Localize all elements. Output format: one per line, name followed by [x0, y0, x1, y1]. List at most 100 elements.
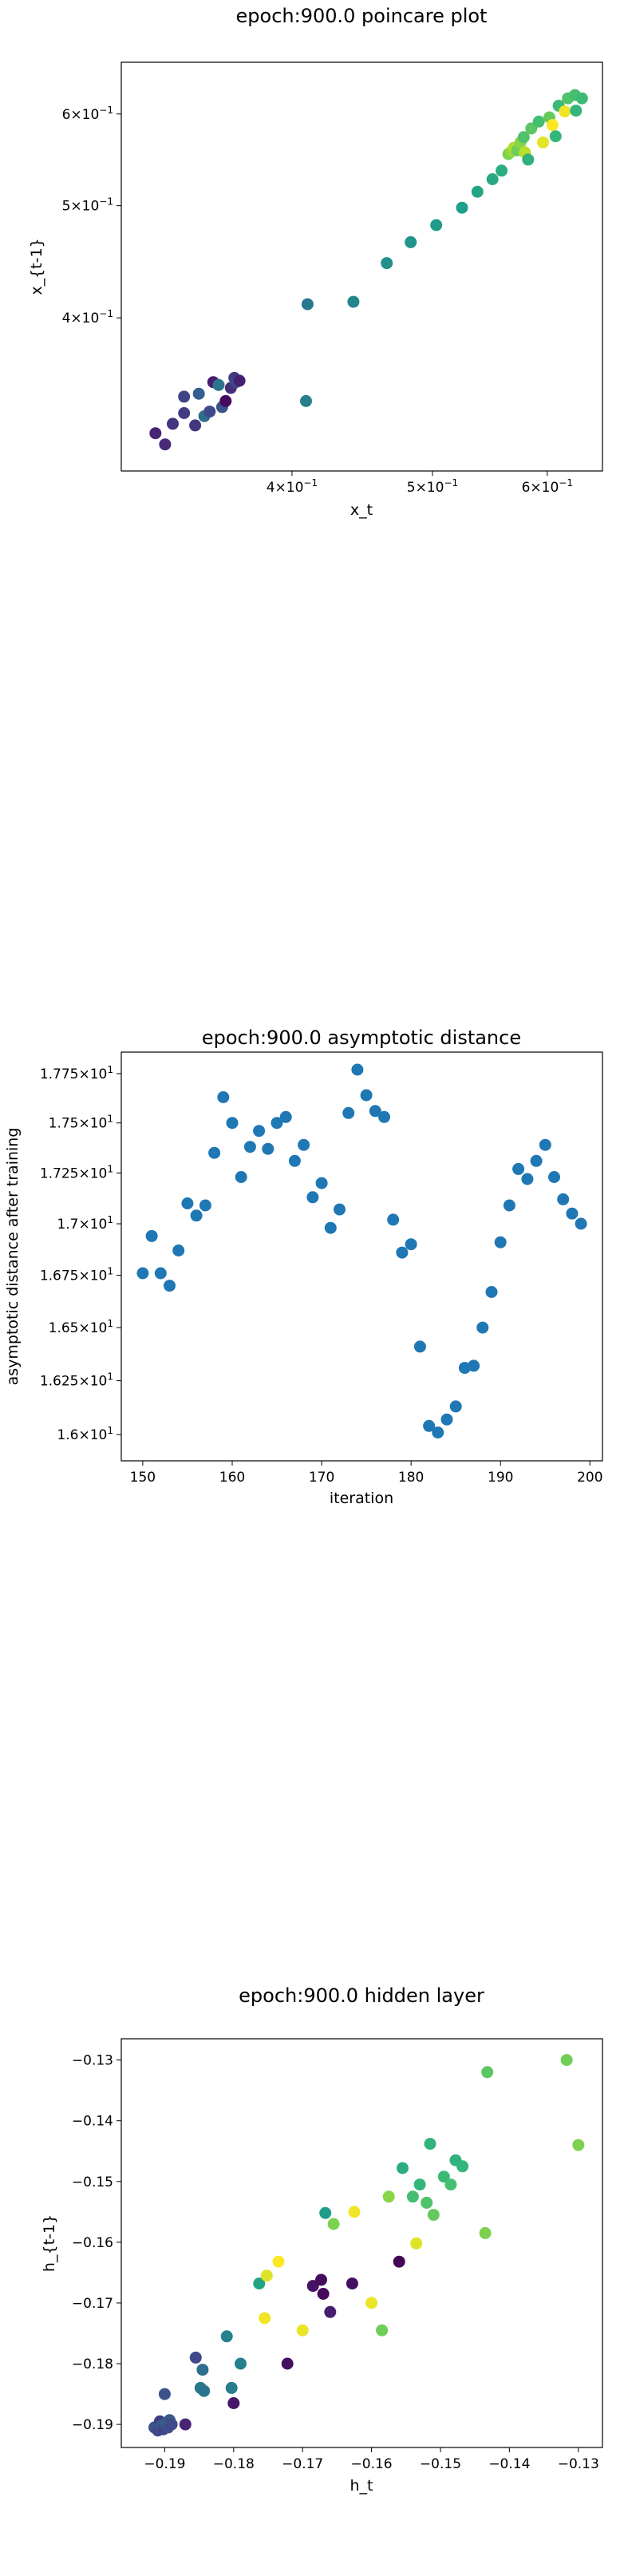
data-point — [192, 387, 205, 400]
data-point — [219, 394, 232, 407]
y-tick-label: 1.75×101 — [49, 1114, 113, 1132]
y-tick-label: −0.17 — [72, 2296, 113, 2312]
data-point — [181, 1197, 194, 1209]
data-point — [253, 1125, 266, 1138]
y-tick-label: 1.675×101 — [40, 1266, 113, 1284]
poincare-plot-svg: epoch:900.0 poincare plot x_t x_{t-1} 4×… — [28, 5, 603, 519]
data-point — [220, 2330, 233, 2343]
y-tick-label: 1.65×101 — [49, 1318, 113, 1336]
data-point — [203, 406, 216, 418]
data-point — [315, 1177, 328, 1189]
data-point — [315, 2273, 327, 2286]
data-point — [572, 2139, 585, 2151]
data-point — [351, 1063, 364, 1076]
plot-frame — [120, 2038, 603, 2448]
data-point — [413, 1340, 426, 1353]
y-tick-label: −0.18 — [72, 2356, 113, 2372]
chart-title: epoch:900.0 asymptotic distance — [202, 1027, 521, 1049]
data-point — [410, 2237, 423, 2250]
data-point — [427, 2209, 440, 2222]
data-point — [575, 92, 588, 105]
data-point — [271, 1117, 283, 1130]
y-tick-label: 6×10−1 — [62, 105, 113, 123]
data-point — [430, 219, 443, 231]
data-point — [456, 2160, 469, 2173]
data-point — [539, 1138, 551, 1151]
data-point — [424, 2138, 436, 2151]
data-point — [486, 173, 499, 185]
x-tick-label: −0.13 — [558, 2456, 599, 2472]
x-tick-label: 5×10−1 — [407, 477, 458, 496]
data-point — [334, 1203, 346, 1216]
data-point — [396, 1246, 409, 1259]
data-point — [272, 2255, 285, 2268]
x-tick-label: 180 — [398, 1470, 424, 1486]
y-tick-label: −0.15 — [72, 2174, 113, 2190]
data-point — [253, 2277, 266, 2290]
data-point — [479, 2226, 492, 2239]
data-point — [324, 1221, 337, 1234]
hidden-layer-svg: epoch:900.0 hidden layer h_t h_{t-1} −0.… — [41, 1984, 603, 2495]
data-point — [546, 119, 559, 132]
data-point — [570, 105, 583, 117]
data-point — [397, 2162, 409, 2174]
data-point — [298, 1138, 310, 1151]
x-tick-label: 200 — [577, 1470, 602, 1486]
asymptotic-distance-chart: epoch:900.0 asymptotic distance iteratio… — [0, 1014, 628, 1525]
data-point — [196, 2364, 209, 2376]
data-point — [262, 1142, 275, 1155]
data-point — [559, 105, 571, 118]
data-point — [444, 2178, 457, 2191]
data-point — [189, 419, 202, 432]
data-point — [440, 1413, 453, 1426]
y-tick-label: −0.16 — [72, 2235, 113, 2251]
data-point — [212, 378, 225, 391]
y-tick-label: −0.14 — [72, 2114, 113, 2130]
data-point — [235, 1171, 247, 1183]
data-point — [149, 427, 162, 440]
y-tick-label: 1.725×101 — [40, 1163, 113, 1181]
data-point — [458, 1362, 471, 1375]
data-point — [189, 2351, 202, 2364]
data-point — [432, 1426, 444, 1438]
y-tick-label: 1.7×101 — [57, 1214, 113, 1233]
data-point — [548, 1171, 560, 1183]
data-point — [481, 2066, 494, 2079]
y-axis-label: h_{t-1} — [41, 2214, 58, 2272]
data-point — [178, 390, 191, 403]
data-point — [365, 2297, 378, 2309]
y-tick-label: −0.13 — [72, 2053, 113, 2069]
data-point — [233, 374, 246, 387]
x-tick-label: −0.18 — [213, 2456, 255, 2472]
y-tick-label: −0.19 — [72, 2417, 113, 2433]
data-point — [393, 2255, 405, 2268]
data-point — [319, 2206, 332, 2219]
data-point — [306, 1191, 319, 1204]
hidden-layer-chart: epoch:900.0 hidden layer h_t h_{t-1} −0.… — [0, 1956, 628, 2573]
data-point — [158, 2388, 171, 2400]
data-point — [381, 257, 393, 270]
data-point — [521, 1173, 534, 1185]
plot-frame — [120, 1051, 603, 1462]
data-point — [503, 1199, 515, 1212]
data-point — [347, 295, 360, 308]
data-point — [378, 1110, 390, 1123]
data-point — [549, 130, 562, 143]
chart-title: epoch:900.0 hidden layer — [239, 1984, 484, 2007]
x-tick-label: 150 — [130, 1470, 156, 1486]
data-point — [342, 1106, 355, 1119]
x-axis-label: iteration — [330, 1490, 393, 1507]
data-point — [217, 1091, 230, 1103]
x-tick-label: 160 — [219, 1470, 245, 1486]
data-point — [468, 1359, 480, 1372]
data-point — [369, 1105, 381, 1118]
data-point — [225, 2381, 238, 2394]
data-point — [260, 2269, 273, 2282]
data-point — [522, 153, 535, 166]
data-point — [449, 1400, 462, 1413]
data-point — [485, 1286, 498, 1298]
data-point — [413, 2178, 426, 2191]
chart-title: epoch:900.0 poincare plot — [236, 5, 488, 27]
data-point — [530, 1154, 543, 1167]
data-point — [327, 2218, 340, 2230]
